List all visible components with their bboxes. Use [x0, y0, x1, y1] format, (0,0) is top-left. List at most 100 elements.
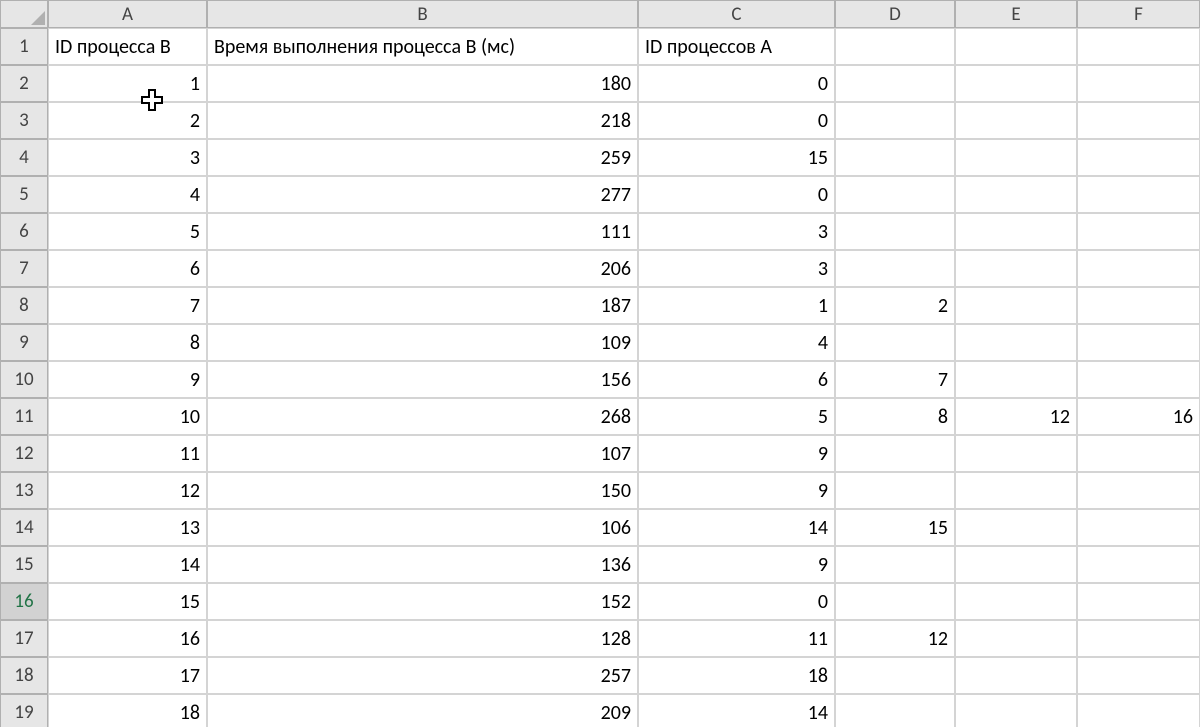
- row-header-3[interactable]: 3: [0, 102, 48, 139]
- cell-A11[interactable]: 10: [48, 398, 207, 435]
- cell-A19[interactable]: 18: [48, 694, 207, 727]
- cell-B13[interactable]: 150: [207, 472, 638, 509]
- cell-E12[interactable]: [955, 435, 1077, 472]
- row-header-1[interactable]: 1: [0, 28, 48, 65]
- cell-E19[interactable]: [955, 694, 1077, 727]
- cell-E13[interactable]: [955, 472, 1077, 509]
- cell-E2[interactable]: [955, 65, 1077, 102]
- cell-B19[interactable]: 209: [207, 694, 638, 727]
- cell-A8[interactable]: 7: [48, 287, 207, 324]
- cell-D14[interactable]: 15: [835, 509, 955, 546]
- row-header-7[interactable]: 7: [0, 250, 48, 287]
- cell-F18[interactable]: [1077, 657, 1200, 694]
- cell-D3[interactable]: [835, 102, 955, 139]
- cell-E1[interactable]: [955, 28, 1077, 65]
- cell-D5[interactable]: [835, 176, 955, 213]
- column-header-F[interactable]: F: [1077, 0, 1200, 28]
- cell-E5[interactable]: [955, 176, 1077, 213]
- cell-F4[interactable]: [1077, 139, 1200, 176]
- cell-A7[interactable]: 6: [48, 250, 207, 287]
- row-header-15[interactable]: 15: [0, 546, 48, 583]
- cell-C2[interactable]: 0: [638, 65, 835, 102]
- cell-C5[interactable]: 0: [638, 176, 835, 213]
- cell-F11[interactable]: 16: [1077, 398, 1200, 435]
- select-all-corner[interactable]: [0, 0, 48, 28]
- cell-C7[interactable]: 3: [638, 250, 835, 287]
- cell-E4[interactable]: [955, 139, 1077, 176]
- cell-C1[interactable]: ID процессов A: [638, 28, 835, 65]
- cell-A1[interactable]: ID процесса B: [48, 28, 207, 65]
- cell-C19[interactable]: 14: [638, 694, 835, 727]
- cell-E16[interactable]: [955, 583, 1077, 620]
- cell-D15[interactable]: [835, 546, 955, 583]
- row-header-5[interactable]: 5: [0, 176, 48, 213]
- cell-F1[interactable]: [1077, 28, 1200, 65]
- cell-D18[interactable]: [835, 657, 955, 694]
- cell-C13[interactable]: 9: [638, 472, 835, 509]
- cell-F14[interactable]: [1077, 509, 1200, 546]
- cell-F7[interactable]: [1077, 250, 1200, 287]
- cell-B18[interactable]: 257: [207, 657, 638, 694]
- cell-D16[interactable]: [835, 583, 955, 620]
- cell-B2[interactable]: 180: [207, 65, 638, 102]
- row-header-18[interactable]: 18: [0, 657, 48, 694]
- cell-E18[interactable]: [955, 657, 1077, 694]
- column-header-B[interactable]: B: [207, 0, 638, 28]
- row-header-11[interactable]: 11: [0, 398, 48, 435]
- cell-D17[interactable]: 12: [835, 620, 955, 657]
- cell-F10[interactable]: [1077, 361, 1200, 398]
- cell-B5[interactable]: 277: [207, 176, 638, 213]
- row-header-4[interactable]: 4: [0, 139, 48, 176]
- row-header-17[interactable]: 17: [0, 620, 48, 657]
- cell-A13[interactable]: 12: [48, 472, 207, 509]
- cell-A15[interactable]: 14: [48, 546, 207, 583]
- cell-A9[interactable]: 8: [48, 324, 207, 361]
- cell-B8[interactable]: 187: [207, 287, 638, 324]
- cell-E9[interactable]: [955, 324, 1077, 361]
- cell-C18[interactable]: 18: [638, 657, 835, 694]
- cell-B14[interactable]: 106: [207, 509, 638, 546]
- row-header-6[interactable]: 6: [0, 213, 48, 250]
- cell-F3[interactable]: [1077, 102, 1200, 139]
- cell-C14[interactable]: 14: [638, 509, 835, 546]
- cell-E11[interactable]: 12: [955, 398, 1077, 435]
- cell-E17[interactable]: [955, 620, 1077, 657]
- cell-F15[interactable]: [1077, 546, 1200, 583]
- cell-F16[interactable]: [1077, 583, 1200, 620]
- cell-B3[interactable]: 218: [207, 102, 638, 139]
- cell-C15[interactable]: 9: [638, 546, 835, 583]
- cell-E3[interactable]: [955, 102, 1077, 139]
- cell-D2[interactable]: [835, 65, 955, 102]
- row-header-14[interactable]: 14: [0, 509, 48, 546]
- cell-F12[interactable]: [1077, 435, 1200, 472]
- cell-B12[interactable]: 107: [207, 435, 638, 472]
- cell-B9[interactable]: 109: [207, 324, 638, 361]
- cell-B7[interactable]: 206: [207, 250, 638, 287]
- cell-B16[interactable]: 152: [207, 583, 638, 620]
- cell-F9[interactable]: [1077, 324, 1200, 361]
- cell-C9[interactable]: 4: [638, 324, 835, 361]
- row-header-19[interactable]: 19: [0, 694, 48, 727]
- cell-D12[interactable]: [835, 435, 955, 472]
- cell-E14[interactable]: [955, 509, 1077, 546]
- column-header-C[interactable]: C: [638, 0, 835, 28]
- row-header-10[interactable]: 10: [0, 361, 48, 398]
- cell-F19[interactable]: [1077, 694, 1200, 727]
- column-header-E[interactable]: E: [955, 0, 1077, 28]
- row-header-13[interactable]: 13: [0, 472, 48, 509]
- cell-A18[interactable]: 17: [48, 657, 207, 694]
- spreadsheet-grid[interactable]: ABCDEF1ID процесса BВремя выполнения про…: [0, 0, 1200, 727]
- cell-D7[interactable]: [835, 250, 955, 287]
- cell-B11[interactable]: 268: [207, 398, 638, 435]
- cell-C11[interactable]: 5: [638, 398, 835, 435]
- cell-B4[interactable]: 259: [207, 139, 638, 176]
- cell-D10[interactable]: 7: [835, 361, 955, 398]
- cell-F5[interactable]: [1077, 176, 1200, 213]
- cell-F8[interactable]: [1077, 287, 1200, 324]
- cell-A6[interactable]: 5: [48, 213, 207, 250]
- cell-C16[interactable]: 0: [638, 583, 835, 620]
- cell-B6[interactable]: 111: [207, 213, 638, 250]
- cell-C12[interactable]: 9: [638, 435, 835, 472]
- cell-B15[interactable]: 136: [207, 546, 638, 583]
- cell-A2[interactable]: 1: [48, 65, 207, 102]
